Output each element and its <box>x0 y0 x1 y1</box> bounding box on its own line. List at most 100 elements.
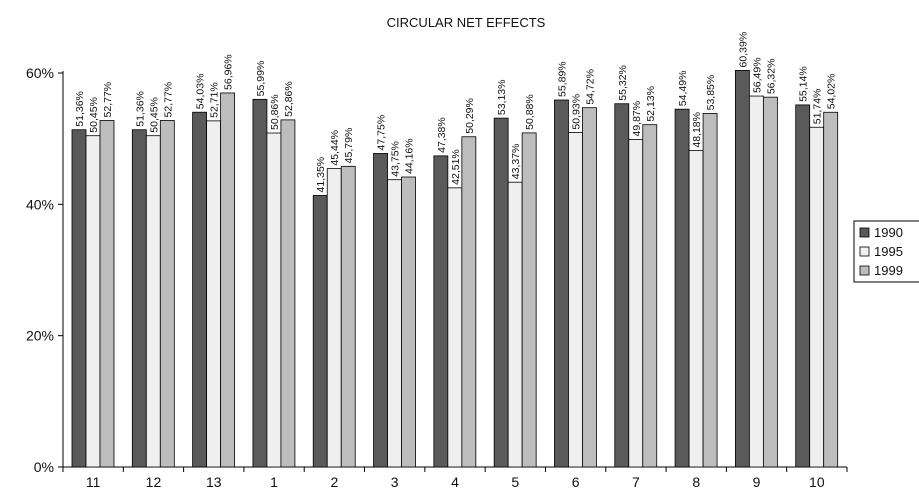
bar-1990-3 <box>373 153 388 468</box>
chart-title: CIRCULAR NET EFFECTS <box>387 15 546 30</box>
bar-1990-6 <box>554 99 569 468</box>
data-label: 50,88% <box>524 94 536 130</box>
data-label: 56,96% <box>223 54 235 90</box>
x-tick-label: 4 <box>451 474 459 488</box>
legend-swatch-1990 <box>859 227 870 238</box>
data-label: 54,72% <box>584 69 596 105</box>
data-label: 60,39% <box>737 32 749 68</box>
data-label: 50,45% <box>148 97 160 133</box>
bar-1995-10 <box>809 126 825 468</box>
data-label: 41,35% <box>315 157 327 193</box>
bar-1995-2 <box>326 168 342 468</box>
bar-1995-3 <box>387 179 402 468</box>
bar-1999-10 <box>823 111 839 468</box>
bar-1999-8 <box>702 112 718 468</box>
bar-1995-4 <box>447 187 463 468</box>
bar-1995-9 <box>748 95 764 468</box>
data-label: 47,38% <box>436 117 448 153</box>
bar-1995-13 <box>206 120 222 468</box>
x-tick-label: 9 <box>753 474 761 488</box>
x-tick-label: 12 <box>146 474 162 488</box>
data-label: 50,86% <box>269 94 281 130</box>
bar-1995-6 <box>568 132 583 468</box>
data-label: 51,36% <box>134 91 146 127</box>
bar-1995-11 <box>85 135 101 468</box>
data-label: 52,77% <box>102 82 114 118</box>
bar-1999-4 <box>461 136 477 468</box>
legend-label-1995: 1995 <box>874 244 903 259</box>
data-label: 45,44% <box>329 130 341 166</box>
data-label: 54,03% <box>195 74 207 110</box>
bar-1999-5 <box>521 132 537 468</box>
data-label: 48,18% <box>691 112 703 148</box>
data-label: 52,86% <box>283 81 295 117</box>
data-label: 50,29% <box>464 98 476 134</box>
data-label: 56,49% <box>751 57 763 93</box>
legend-swatch-1999 <box>859 265 870 276</box>
y-tick-label: 20% <box>26 328 54 344</box>
legend: 1990 1995 1999 <box>853 220 919 283</box>
bar-1990-10 <box>795 104 811 468</box>
data-label: 53,13% <box>496 79 508 115</box>
x-tick-label: 13 <box>206 474 222 488</box>
x-tick-label: 5 <box>511 474 519 488</box>
data-label: 52,71% <box>209 82 221 118</box>
legend-label-1990: 1990 <box>874 225 903 240</box>
data-label: 43,37% <box>510 144 522 180</box>
data-label: 49,87% <box>631 101 643 137</box>
data-label: 55,14% <box>798 66 810 102</box>
bar-1999-6 <box>582 107 597 468</box>
y-tick-label: 40% <box>26 196 54 212</box>
bar-1990-9 <box>734 70 750 468</box>
data-label: 56,32% <box>765 59 777 95</box>
bar-1990-13 <box>192 111 208 468</box>
bar-1990-8 <box>674 108 690 468</box>
bar-1999-13 <box>220 92 236 468</box>
data-label: 45,79% <box>343 128 355 164</box>
data-label: 52,77% <box>162 82 174 118</box>
data-label: 51,74% <box>812 89 824 125</box>
bar-1990-12 <box>131 129 147 468</box>
data-label: 54,02% <box>826 74 838 110</box>
bar-1999-3 <box>401 176 416 468</box>
bar-1995-5 <box>507 181 523 468</box>
bar-1999-9 <box>762 96 778 468</box>
x-tick-label: 7 <box>632 474 640 488</box>
data-label: 44,16% <box>404 138 416 174</box>
x-tick-label: 8 <box>692 474 700 488</box>
bar-1995-8 <box>688 150 704 468</box>
bar-1990-5 <box>493 117 509 468</box>
data-label: 54,49% <box>677 71 689 107</box>
y-tick-label: 60% <box>26 65 54 81</box>
bar-1990-2 <box>312 195 328 468</box>
x-tick-label: 10 <box>809 474 825 488</box>
data-label: 53,85% <box>705 75 717 111</box>
bar-1999-2 <box>340 165 356 468</box>
bar-1999-12 <box>159 120 175 468</box>
legend-swatch-1995 <box>859 246 870 257</box>
bar-1999-1 <box>280 119 296 468</box>
bar-1990-1 <box>252 98 268 468</box>
data-label: 55,89% <box>556 61 568 97</box>
x-tick-label: 11 <box>86 474 101 488</box>
bar-1990-7 <box>614 103 630 468</box>
x-tick-label: 1 <box>270 474 278 488</box>
data-label: 43,75% <box>390 141 402 177</box>
x-tick-label: 2 <box>330 474 338 488</box>
data-label: 47,75% <box>376 115 388 151</box>
data-label: 50,45% <box>88 97 100 133</box>
data-label: 55,99% <box>255 61 267 97</box>
data-label: 42,51% <box>450 149 462 185</box>
legend-label-1999: 1999 <box>874 263 903 278</box>
data-label: 55,32% <box>617 65 629 101</box>
data-label: 50,93% <box>570 94 582 130</box>
data-label: 52,13% <box>645 86 657 122</box>
bar-1999-7 <box>642 124 658 468</box>
data-label: 51,36% <box>74 91 86 127</box>
bar-1990-4 <box>433 155 449 468</box>
bar-1995-1 <box>266 132 282 468</box>
bar-1995-7 <box>628 139 644 468</box>
y-tick-label: 0% <box>34 459 54 475</box>
